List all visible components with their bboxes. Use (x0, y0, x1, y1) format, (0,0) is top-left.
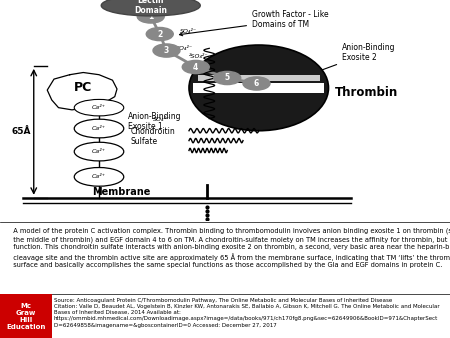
Circle shape (146, 27, 173, 41)
Text: Growth Factor - Like
Domains of TM: Growth Factor - Like Domains of TM (180, 10, 328, 36)
Text: SO₄²⁻: SO₄²⁻ (153, 117, 170, 122)
Text: ²SO₄²⁻: ²SO₄²⁻ (189, 53, 209, 58)
Text: Thrombin: Thrombin (335, 86, 399, 99)
Ellipse shape (189, 45, 328, 131)
Text: 6: 6 (254, 79, 259, 88)
Circle shape (214, 71, 241, 84)
Text: 65Å: 65Å (12, 127, 32, 136)
FancyBboxPatch shape (0, 294, 52, 338)
Text: Ca²⁺: Ca²⁺ (92, 126, 106, 131)
Ellipse shape (74, 99, 124, 116)
Text: Ca²⁺: Ca²⁺ (92, 174, 106, 179)
Text: PC: PC (74, 81, 92, 94)
Text: 2: 2 (157, 29, 162, 39)
Text: Chondroitin
Sulfate: Chondroitin Sulfate (130, 126, 175, 146)
Text: 3: 3 (164, 46, 169, 55)
Text: Ca²⁺: Ca²⁺ (92, 149, 106, 154)
Ellipse shape (74, 119, 124, 138)
Text: 4: 4 (193, 63, 198, 72)
Circle shape (137, 10, 164, 23)
Text: Anion-Binding
Exosite 2: Anion-Binding Exosite 2 (319, 43, 396, 72)
Text: Source: Anticoagulant Protein C/Thrombomodulin Pathway, The Online Metabolic and: Source: Anticoagulant Protein C/Thrombom… (54, 298, 440, 328)
Text: SO₄²⁻: SO₄²⁻ (176, 46, 193, 51)
Text: SO₄²⁻: SO₄²⁻ (216, 117, 233, 122)
Circle shape (182, 61, 209, 74)
Bar (198, 75, 320, 81)
Ellipse shape (74, 168, 124, 186)
Text: 1: 1 (148, 12, 153, 21)
Text: 5: 5 (225, 73, 230, 82)
Text: Membrane: Membrane (92, 187, 151, 197)
Circle shape (243, 77, 270, 90)
Text: SO₄²⁻: SO₄²⁻ (180, 29, 197, 34)
Text: A model of the protein C activation complex. Thrombin binding to thrombomodulin : A model of the protein C activation comp… (9, 228, 450, 268)
Text: SO₄²⁻: SO₄²⁻ (216, 107, 233, 112)
Ellipse shape (101, 0, 200, 16)
Bar (194, 83, 324, 93)
Circle shape (153, 44, 180, 57)
Text: Mc
Graw
Hill
Education: Mc Graw Hill Education (6, 303, 45, 330)
Text: Ca²⁺: Ca²⁺ (92, 105, 106, 110)
Text: Anion-Binding
Exosite 1: Anion-Binding Exosite 1 (128, 112, 182, 131)
Text: Lectin
Domain: Lectin Domain (134, 0, 167, 15)
Ellipse shape (74, 142, 124, 161)
